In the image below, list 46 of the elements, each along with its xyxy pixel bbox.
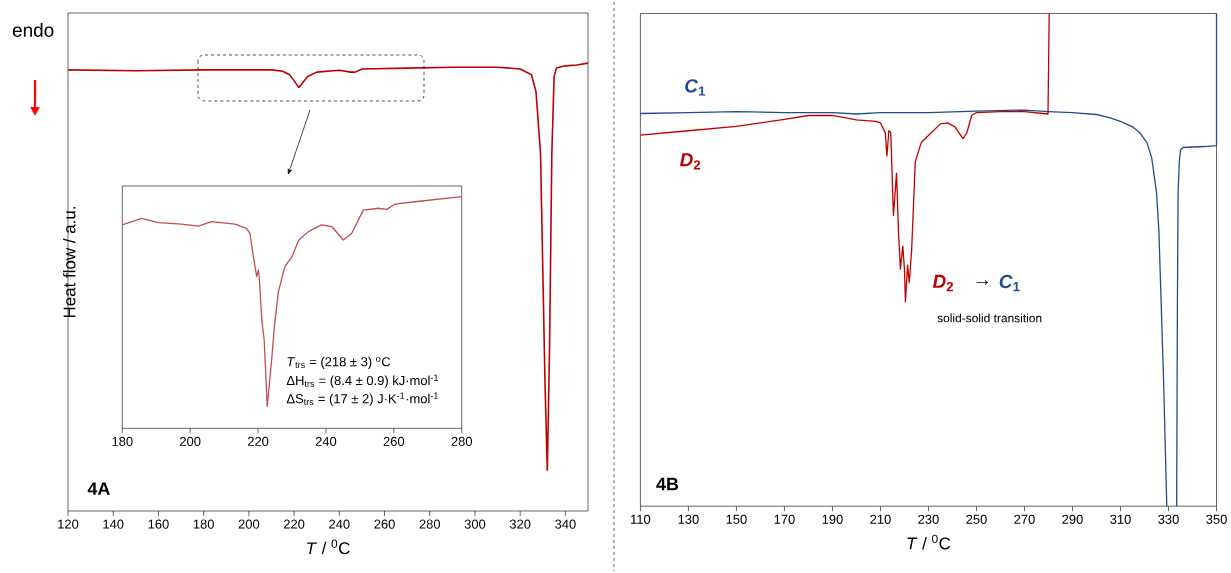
annotation: → [976, 280, 988, 285]
x-tick-label: 220 [283, 519, 305, 529]
x-tick-label: 150 [726, 514, 747, 524]
annotation: 4A [87, 482, 110, 495]
x-tick-label: 140 [103, 519, 124, 529]
x-tick-label: 240 [329, 519, 350, 529]
x-tick-label: 250 [966, 514, 987, 524]
x-tick-label: 210 [870, 514, 891, 524]
x-axis-title: T / $^{0}$C [907, 534, 951, 550]
annotation: ΔS$_{trs}$ = (17 ± 2) J·K$^{-1}$·mol$^{-1}$ [286, 392, 438, 406]
x-tick-label: 240 [315, 436, 337, 446]
annotation: T$_{trs}$ = (218 ± 3) $^{o}$C [287, 356, 391, 369]
x-tick-label: 290 [1062, 514, 1083, 524]
x-tick-label: 300 [464, 519, 486, 529]
annotation: 4B [656, 477, 679, 491]
x-tick-label: 260 [383, 436, 405, 446]
y-axis-title: Heat flow / a.u. [63, 207, 76, 318]
x-tick-label: 220 [247, 436, 269, 446]
x-tick-label: 110 [631, 514, 651, 524]
annotation: D$_{2}$ [932, 274, 954, 292]
x-tick-label: 180 [193, 519, 214, 529]
x-tick-label: 330 [1158, 514, 1179, 524]
x-tick-label: 120 [58, 519, 79, 529]
x-tick-label: 200 [180, 436, 201, 446]
x-tick-label: 340 [555, 519, 576, 529]
x-tick-label: 230 [918, 514, 939, 524]
series-label: D$_{2}$ [679, 153, 701, 170]
annotation: solid-solid transition [937, 313, 1042, 323]
x-tick-label: 190 [822, 514, 843, 524]
x-tick-label: 350 [1206, 514, 1227, 524]
x-tick-label: 260 [374, 519, 395, 529]
x-tick-label: 270 [1014, 514, 1035, 524]
x-tick-label: 200 [238, 519, 260, 529]
x-tick-label: 320 [509, 519, 531, 529]
annotation: ΔH$_{trs}$ = (8.4 ± 0.9) kJ·mol$^{-1}$ [286, 374, 439, 388]
series-label: C$_{1}$ [685, 79, 706, 96]
x-tick-label: 310 [1110, 514, 1131, 524]
x-tick-label: 180 [112, 436, 133, 446]
annotation: C$_{1}$ [999, 274, 1020, 292]
x-tick-label: 160 [148, 519, 169, 529]
x-axis-title: T / $^{0}$C [307, 539, 350, 555]
x-tick-label: 130 [678, 514, 699, 524]
x-tick-label: 280 [451, 436, 473, 446]
text: endo [12, 22, 54, 37]
x-tick-label: 280 [419, 519, 441, 529]
x-tick-label: 170 [774, 514, 795, 524]
